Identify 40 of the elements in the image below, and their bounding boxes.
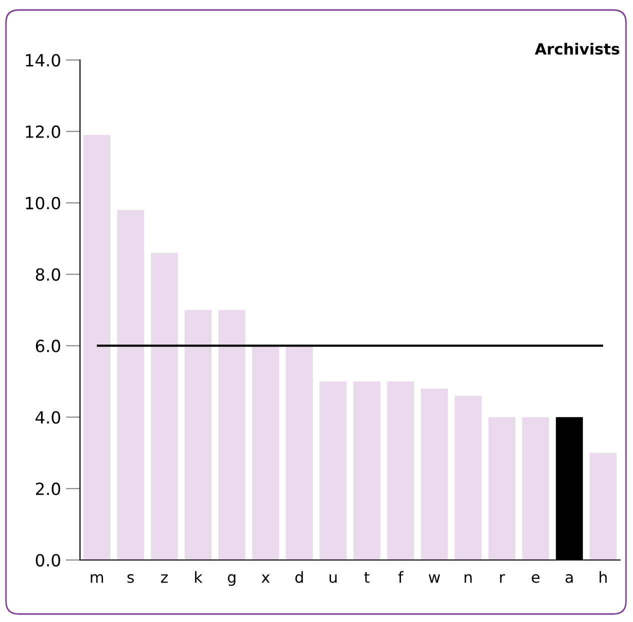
y-tick-label: 14.0 <box>26 54 60 67</box>
y-tick-label: 8.0 <box>36 268 60 281</box>
bar <box>117 210 144 560</box>
x-tick-label: t <box>364 572 370 583</box>
x-tick-label: s <box>127 574 134 583</box>
bar <box>387 381 414 560</box>
x-tick-label: z <box>161 574 168 583</box>
x-tick-label: u <box>330 574 337 583</box>
bar <box>252 346 280 560</box>
bar <box>150 252 178 560</box>
bar <box>184 310 212 560</box>
chart-title: Archivists <box>534 42 620 55</box>
bar <box>218 310 246 560</box>
x-tick-label: r <box>500 574 506 583</box>
x-tick-label: n <box>464 574 472 583</box>
x-tick-label: d <box>295 571 303 583</box>
y-tick-label: 4.0 <box>36 411 60 424</box>
y-tick-label: 6.0 <box>36 340 60 352</box>
bar <box>488 417 516 560</box>
bar <box>590 452 617 560</box>
bar <box>454 396 482 560</box>
x-tick-label: m <box>90 574 104 583</box>
x-tick-label: f <box>398 571 404 583</box>
bar <box>353 381 380 560</box>
y-tick-label: 10.0 <box>26 196 60 210</box>
x-tick-label: k <box>195 571 203 583</box>
x-tick-label: g <box>228 574 236 586</box>
bar <box>83 135 110 560</box>
bar <box>320 381 347 560</box>
bar <box>420 388 448 560</box>
x-tick-label: x <box>262 574 270 583</box>
x-tick-label: w <box>428 574 440 583</box>
bar <box>286 346 313 560</box>
x-tick-label: h <box>600 571 607 583</box>
y-tick-label: 12.0 <box>26 125 60 138</box>
x-tick-label: e <box>532 574 540 583</box>
y-tick-label: 0.0 <box>36 554 60 567</box>
bar <box>522 417 550 560</box>
y-tick-label: 2.0 <box>36 482 60 496</box>
x-tick-label: a <box>566 574 573 583</box>
